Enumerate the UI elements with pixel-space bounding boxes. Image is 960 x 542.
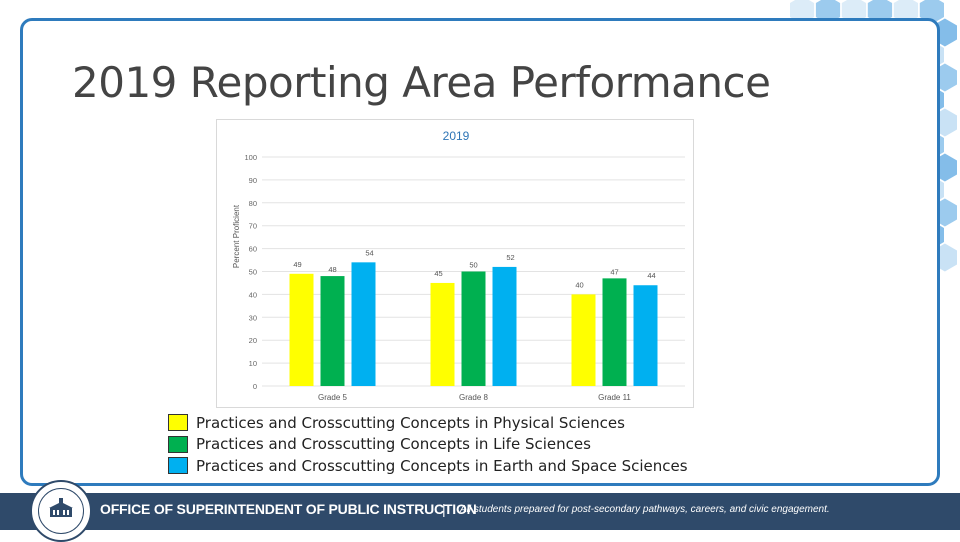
data-label: 44 xyxy=(647,271,655,280)
chart: 2019 0 10 20 30 40 50 60 70 80 90 100 Percent Profic… xyxy=(216,119,694,408)
data-label: 50 xyxy=(469,261,477,270)
x-tick-label: Grade 11 xyxy=(598,393,631,402)
bar xyxy=(633,285,658,386)
chart-title: 2019 xyxy=(443,129,470,143)
y-tick-label: 10 xyxy=(249,359,257,368)
x-tick-label: Grade 5 xyxy=(318,393,347,402)
legend-label-earth: Practices and Crosscutting Concepts in E… xyxy=(196,456,688,475)
capitol-building-icon xyxy=(49,498,73,517)
bar xyxy=(571,294,596,386)
bar xyxy=(492,266,517,386)
seal-ring xyxy=(38,488,84,534)
y-tick-label: 40 xyxy=(249,290,257,299)
data-label: 45 xyxy=(434,269,442,278)
ospi-seal-logo xyxy=(30,480,92,542)
data-label: 40 xyxy=(575,280,583,289)
bar xyxy=(351,262,376,386)
bar xyxy=(461,271,486,386)
data-label: 52 xyxy=(506,253,514,262)
legend-swatch-earth xyxy=(168,457,188,475)
y-tick-label: 30 xyxy=(249,313,257,322)
footer-tagline: All students prepared for post-secondary… xyxy=(460,504,830,515)
legend-item-life: Practices and Crosscutting Concepts in L… xyxy=(168,434,688,456)
legend-item-earth: Practices and Crosscutting Concepts in E… xyxy=(168,455,688,477)
y-tick-label: 100 xyxy=(244,153,257,162)
legend-swatch-life xyxy=(168,435,188,453)
legend-label-life: Practices and Crosscutting Concepts in L… xyxy=(196,435,591,454)
y-tick-label: 0 xyxy=(253,382,257,391)
bar xyxy=(602,278,627,386)
data-label: 54 xyxy=(365,248,373,257)
footer-separator: | xyxy=(442,501,446,517)
legend: Practices and Crosscutting Concepts in P… xyxy=(168,412,688,477)
y-axis-label: Percent Proficient xyxy=(232,204,241,268)
legend-label-physical: Practices and Crosscutting Concepts in P… xyxy=(196,413,625,432)
y-tick-label: 90 xyxy=(249,176,257,185)
y-tick-label: 20 xyxy=(249,336,257,345)
data-label: 47 xyxy=(610,267,618,276)
bar xyxy=(320,276,345,386)
chart-canvas: 2019 0 10 20 30 40 50 60 70 80 90 100 Percent Profic… xyxy=(232,129,685,402)
footer-bar: OFFICE OF SUPERINTENDENT OF PUBLIC INSTR… xyxy=(0,493,960,530)
page-title: 2019 Reporting Area Performance xyxy=(72,58,771,107)
data-label: 48 xyxy=(328,265,336,274)
data-label: 49 xyxy=(293,260,301,269)
y-tick-label: 80 xyxy=(249,199,257,208)
bar xyxy=(430,282,455,386)
y-tick-label: 50 xyxy=(249,268,257,277)
bar xyxy=(289,273,314,386)
footer-org-name: OFFICE OF SUPERINTENDENT OF PUBLIC INSTR… xyxy=(100,501,477,517)
y-tick-label: 70 xyxy=(249,222,257,231)
x-tick-label: Grade 8 xyxy=(459,393,488,402)
legend-swatch-physical xyxy=(168,414,188,432)
y-tick-label: 60 xyxy=(249,245,257,254)
legend-item-physical: Practices and Crosscutting Concepts in P… xyxy=(168,412,688,434)
